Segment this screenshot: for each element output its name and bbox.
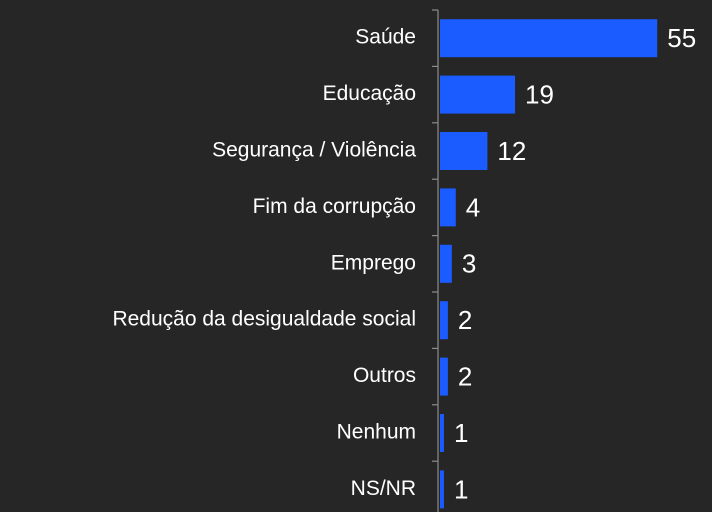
value-label: 55 [667, 23, 696, 53]
bar [440, 244, 452, 283]
bar [440, 19, 658, 58]
bar [440, 188, 456, 227]
bar [440, 75, 516, 114]
value-label: 1 [454, 474, 468, 504]
category-label: Outros [353, 364, 416, 387]
category-label: Educação [323, 82, 416, 105]
category-label: Saúde [355, 26, 416, 49]
value-label: 19 [525, 79, 554, 109]
value-label: 12 [497, 136, 526, 166]
bar [440, 301, 448, 340]
value-label: 1 [454, 418, 468, 448]
category-label: NS/NR [351, 477, 416, 500]
bar [440, 414, 444, 452]
value-label: 4 [466, 192, 480, 222]
bar [440, 357, 448, 396]
category-label: Fim da corrupção [253, 195, 416, 218]
category-label: Redução da desigualdade social [112, 308, 416, 331]
category-label: Nenhum [337, 421, 416, 444]
bar [440, 132, 488, 170]
value-label: 3 [462, 249, 476, 279]
value-label: 2 [458, 305, 472, 335]
value-label: 2 [458, 361, 472, 391]
bar [440, 470, 444, 509]
category-label: Emprego [331, 251, 416, 274]
category-label: Segurança / Violência [212, 139, 416, 162]
